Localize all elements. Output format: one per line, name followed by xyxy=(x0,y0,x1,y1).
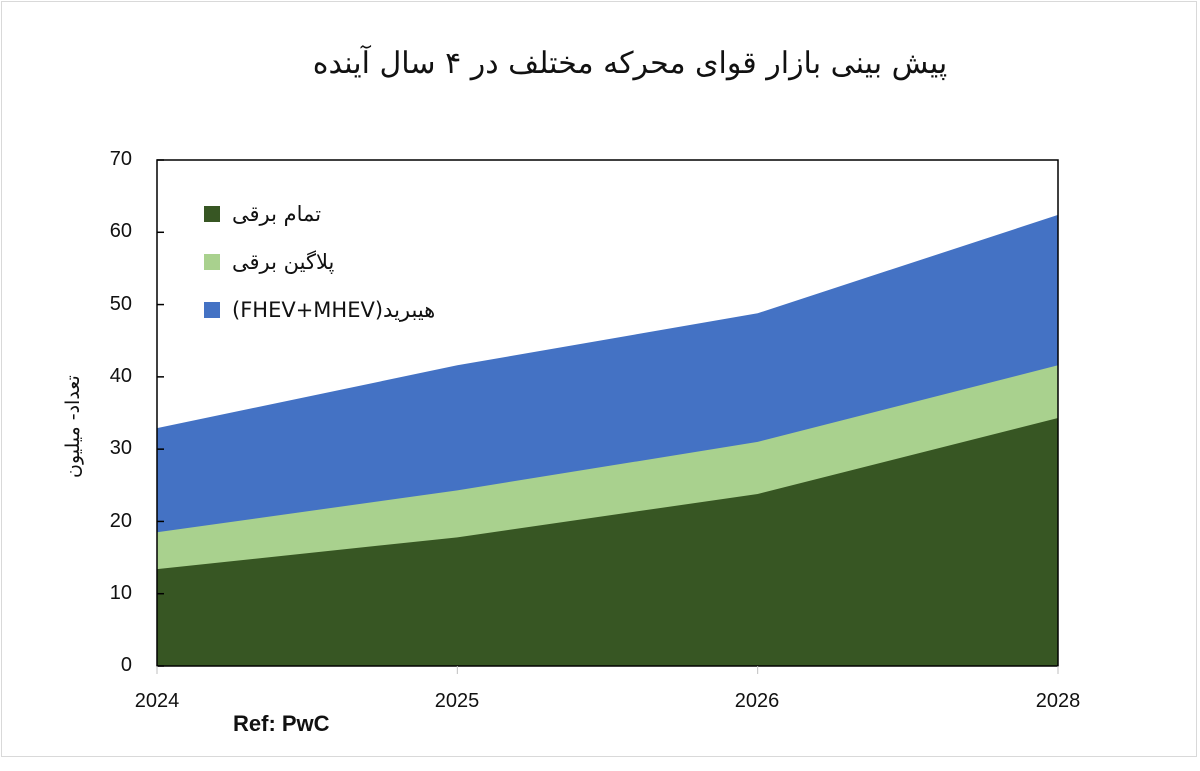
legend-item-plugin-electric: پلاگین برقی xyxy=(204,238,435,286)
chart-title: پیش بینی بازار قوای محرکه مختلف در ۴ سال… xyxy=(312,46,948,81)
x-tick-label: 2025 xyxy=(434,690,480,712)
x-tick-label: 2026 xyxy=(734,690,780,712)
y-axis-label: تعداد- میلیون xyxy=(62,375,84,478)
area-series xyxy=(157,214,1058,667)
legend-item-full-electric: تمام برقی xyxy=(204,190,435,238)
legend-label: پلاگین برقی xyxy=(232,250,335,274)
y-tick-label: 50 xyxy=(109,293,132,315)
legend-label: هیبرید(FHEV+MHEV) xyxy=(232,298,436,322)
y-tick-label: 20 xyxy=(109,510,132,532)
y-tick-label: 60 xyxy=(109,220,132,242)
legend-swatch xyxy=(204,206,220,222)
y-tick-label: 0 xyxy=(120,654,132,676)
legend-swatch xyxy=(204,254,220,270)
y-tick-label: 70 xyxy=(109,148,132,170)
y-tick-label: 40 xyxy=(109,365,132,387)
legend-item-hybrid: هیبرید(FHEV+MHEV) xyxy=(204,286,435,334)
y-tick-label: 10 xyxy=(109,582,132,604)
legend: تمام برقی پلاگین برقی هیبرید(FHEV+MHEV) xyxy=(204,190,435,334)
y-tick-label: 30 xyxy=(109,437,132,459)
x-tick-label: 2024 xyxy=(134,690,180,712)
x-tick-label: 2028 xyxy=(1035,690,1081,712)
x-axis-ticks xyxy=(156,666,1059,674)
area-تمام برقی xyxy=(157,418,1058,666)
legend-swatch xyxy=(204,302,220,318)
y-axis-ticks xyxy=(157,159,164,667)
source-reference: Ref: PwC xyxy=(233,711,330,736)
legend-label: تمام برقی xyxy=(232,202,322,226)
plot-border xyxy=(156,159,1059,667)
